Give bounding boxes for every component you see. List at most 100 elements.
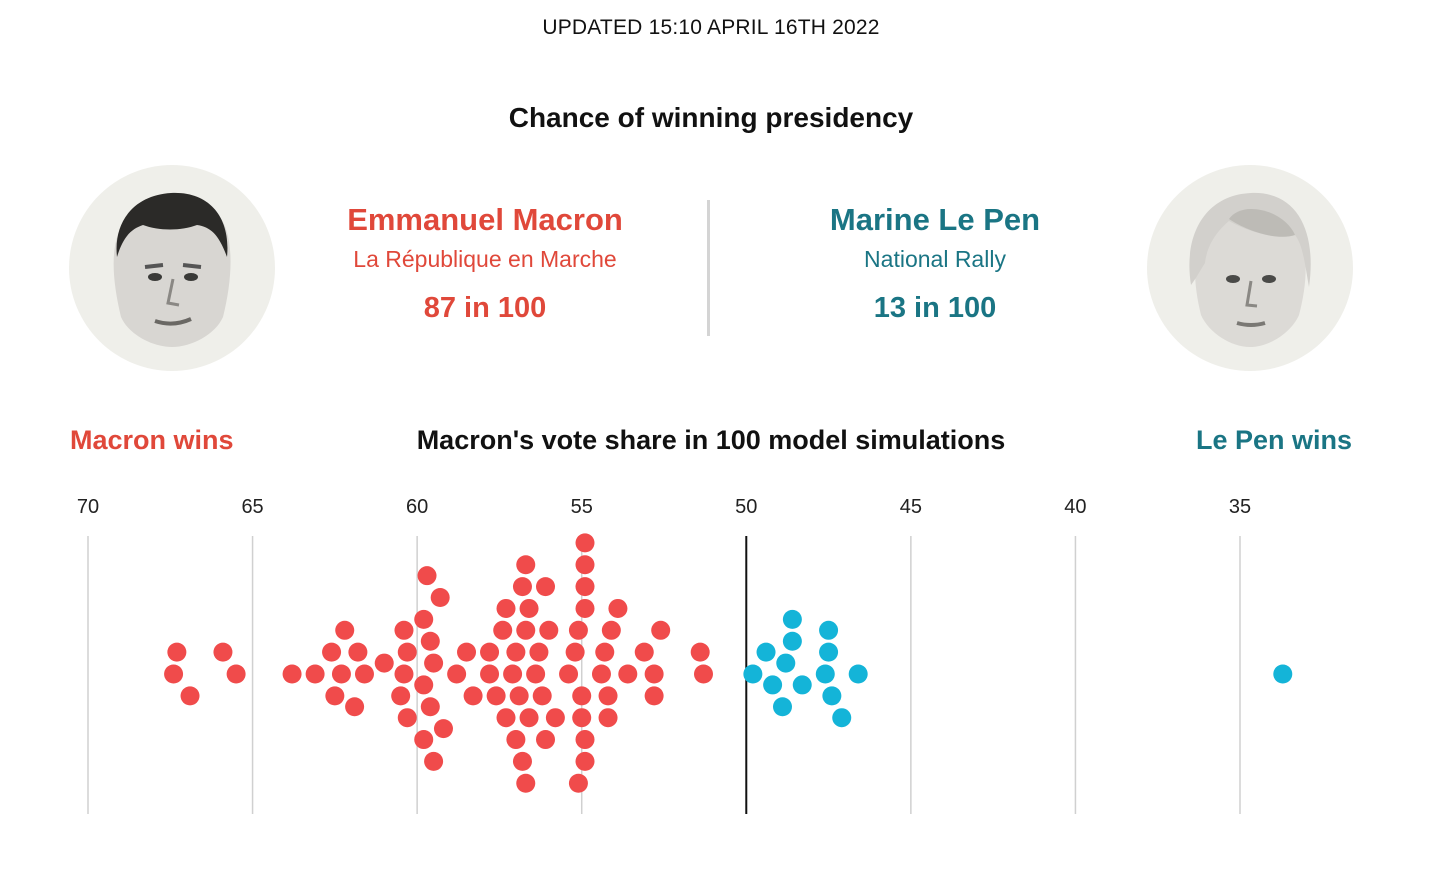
lepen-info: Marine Le Pen National Rally 13 in 100	[725, 200, 1145, 338]
simulation-dot	[516, 620, 536, 640]
simulation-dot	[414, 609, 434, 629]
simulation-dot	[430, 588, 450, 608]
tick-label-65: 65	[241, 496, 263, 518]
simulation-dot	[634, 642, 654, 662]
simulation-dot	[822, 686, 842, 706]
simulation-dot	[532, 686, 552, 706]
simulation-dot	[651, 620, 671, 640]
lepen-party: National Rally	[864, 246, 1006, 272]
simulation-dot	[420, 631, 440, 651]
simulation-dot	[690, 642, 710, 662]
tick-label-45: 45	[900, 496, 922, 518]
simulation-dot	[433, 719, 453, 739]
simulation-dot	[420, 697, 440, 717]
simulation-dot	[608, 598, 628, 618]
simulation-dot	[693, 664, 713, 684]
simulation-dot	[164, 664, 184, 684]
simulation-dot	[282, 664, 302, 684]
simulation-dot	[568, 620, 588, 640]
simulation-dot	[595, 642, 615, 662]
tick-label-35: 35	[1229, 496, 1251, 518]
tick-label-70: 70	[77, 496, 99, 518]
simulation-dot	[503, 664, 523, 684]
simulation-dot	[374, 653, 394, 673]
simulation-dot	[414, 675, 434, 695]
simulation-dot	[480, 642, 500, 662]
simulation-dot	[167, 642, 187, 662]
simulation-dot	[763, 675, 783, 695]
simulation-dot	[506, 642, 526, 662]
simulation-dot	[391, 686, 411, 706]
simulation-dot	[575, 751, 595, 771]
simulation-dot	[575, 555, 595, 575]
page-subtitle: Chance of winning presidency	[508, 102, 914, 133]
simulation-dot	[572, 708, 592, 728]
simulation-dot	[591, 664, 611, 684]
simulation-dot	[394, 620, 414, 640]
simulation-dot	[519, 708, 539, 728]
simulation-dot	[226, 664, 246, 684]
simulation-dot	[397, 708, 417, 728]
simulation-dot	[782, 609, 802, 629]
macron-name: Emmanuel Macron	[347, 202, 623, 237]
macron-info: Emmanuel Macron La République en Marche …	[275, 200, 695, 338]
tick-label-55: 55	[571, 496, 593, 518]
simulation-dot	[486, 686, 506, 706]
lepen-wins-label: Le Pen wins	[1195, 425, 1352, 455]
lepen-name: Marine Le Pen	[829, 202, 1041, 237]
simulation-dot	[512, 577, 532, 597]
simulation-dot	[598, 708, 618, 728]
macron-wins-label: Macron wins	[70, 425, 234, 455]
simulation-dot	[213, 642, 233, 662]
simulation-dot	[565, 642, 585, 662]
simulation-dot	[322, 642, 342, 662]
simulation-dot	[772, 697, 792, 717]
chart-title: Macron's vote share in 100 model simulat…	[416, 425, 1006, 455]
simulation-dot	[601, 620, 621, 640]
updated-timestamp: UPDATED 15:10 APRIL 16TH 2022	[542, 16, 880, 39]
simulation-dot	[180, 686, 200, 706]
macron-portrait	[69, 165, 275, 371]
simulation-dot	[618, 664, 638, 684]
simulation-dot	[331, 664, 351, 684]
simulation-dot	[414, 730, 434, 750]
simulation-dot	[819, 620, 839, 640]
simulation-dot	[335, 620, 355, 640]
gridlines	[87, 536, 1241, 814]
tick-label-50: 50	[735, 496, 757, 518]
simulation-dot	[496, 598, 516, 618]
beeswarm-chart: 70 65 60 55 50 45 40 35	[77, 496, 1293, 814]
simulation-dot	[397, 642, 417, 662]
simulation-dot	[792, 675, 812, 695]
simulation-dot	[575, 533, 595, 553]
simulation-dot	[463, 686, 483, 706]
simulation-dot	[519, 598, 539, 618]
simulation-dot	[832, 708, 852, 728]
simulation-dot	[536, 577, 556, 597]
simulation-dot	[457, 642, 477, 662]
simulation-dot	[480, 664, 500, 684]
simulation-dot	[575, 598, 595, 618]
simulation-dot	[575, 577, 595, 597]
simulation-dot	[526, 664, 546, 684]
simulation-dot	[516, 555, 536, 575]
tick-label-60: 60	[406, 496, 428, 518]
simulation-dot	[354, 664, 374, 684]
simulation-dot	[516, 773, 536, 793]
tick-labels: 70 65 60 55 50 45 40 35	[77, 496, 1251, 518]
simulation-dot	[506, 730, 526, 750]
simulation-dot	[348, 642, 368, 662]
simulation-dot	[743, 664, 763, 684]
simulation-dot	[424, 751, 444, 771]
simulation-dot	[512, 751, 532, 771]
simulation-dot	[424, 653, 444, 673]
simulation-dot	[568, 773, 588, 793]
simulation-dot	[417, 566, 437, 586]
simulation-dot	[394, 664, 414, 684]
simulation-dot	[572, 686, 592, 706]
simulation-dot	[756, 642, 776, 662]
simulation-dot	[545, 708, 565, 728]
tick-label-40: 40	[1064, 496, 1086, 518]
simulation-dot	[559, 664, 579, 684]
simulation-dot	[496, 708, 516, 728]
